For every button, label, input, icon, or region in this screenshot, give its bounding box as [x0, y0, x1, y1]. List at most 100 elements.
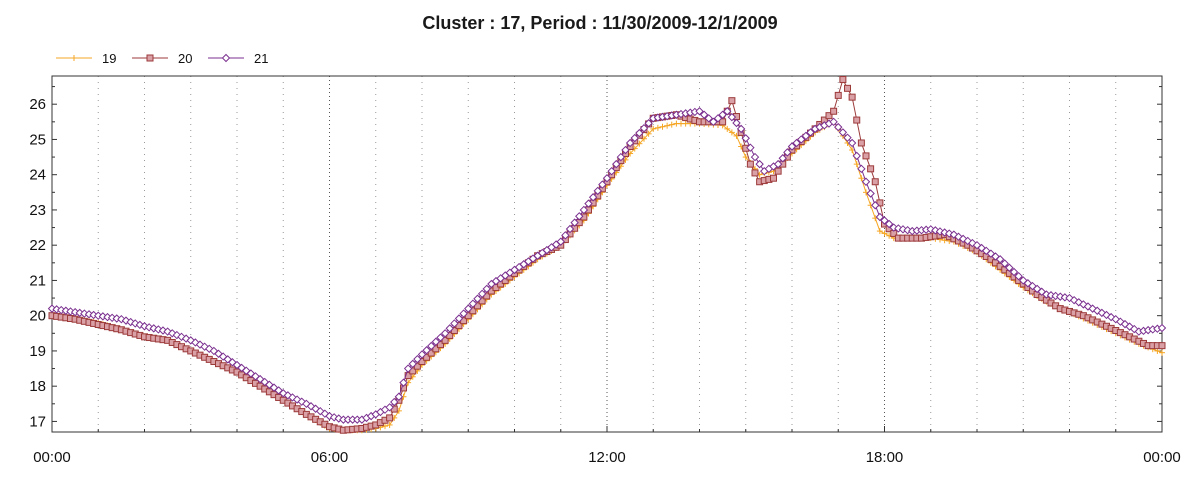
series-21-point — [644, 119, 653, 128]
series-21-point — [390, 397, 399, 407]
series-21-point — [450, 319, 459, 328]
series-21-point — [750, 152, 760, 162]
series-21-point — [621, 145, 630, 155]
series-21-point — [1000, 259, 1009, 268]
series-19-point — [650, 125, 657, 132]
series-19-point — [742, 154, 749, 161]
series-21-point — [468, 299, 478, 308]
legend-swatch-marker — [146, 54, 154, 62]
x-tick-label: 00:00 — [1143, 449, 1181, 466]
y-tick-label: 22 — [29, 237, 46, 254]
series-19-point — [386, 421, 393, 428]
series-19-point — [382, 423, 388, 430]
series-19-point — [659, 123, 666, 130]
series-21-point — [625, 138, 635, 148]
series-19-point — [1159, 349, 1165, 356]
series-21-point — [838, 128, 848, 137]
series-21-point — [556, 237, 565, 246]
series-19-point — [858, 175, 865, 182]
series-21-point — [565, 224, 575, 234]
series-21-point — [570, 218, 579, 227]
series-20-point — [830, 107, 838, 115]
series-21-point — [857, 164, 866, 174]
series-21-point — [1009, 267, 1019, 277]
series-21-point — [612, 159, 621, 169]
series-21-point — [723, 107, 732, 116]
series-21-point — [861, 177, 871, 186]
series-20-point — [746, 160, 754, 168]
series-21-point — [403, 364, 413, 373]
series-21-point — [695, 107, 704, 116]
series-21-point — [806, 128, 815, 137]
series-20-point — [867, 165, 875, 173]
series-21-point — [440, 329, 450, 338]
series-20-point — [839, 76, 847, 84]
series-19-point — [876, 228, 883, 235]
series-21-point — [783, 148, 792, 157]
grid-lines — [97, 76, 1117, 432]
series-21-point — [394, 392, 404, 401]
series-21-point — [584, 199, 593, 208]
series-21-point — [385, 403, 394, 412]
series-21-point — [718, 110, 727, 119]
series-21-point — [773, 159, 783, 169]
series-19-point — [724, 125, 731, 132]
legend-swatch-marker — [221, 53, 231, 63]
x-tick-label: 06:00 — [311, 449, 349, 466]
series-21-point — [755, 159, 764, 169]
series-21-point — [598, 180, 607, 189]
series-layer — [47, 76, 1167, 434]
series-21-point — [459, 309, 468, 318]
series-20-point — [770, 174, 777, 182]
series-21-point — [1157, 323, 1167, 333]
legend-label-19: 19 — [102, 51, 116, 66]
legend-label-21: 21 — [254, 51, 268, 66]
y-axis: 17 18 19 20 21 22 23 24 25 26 — [29, 86, 1162, 430]
series-19-point — [645, 130, 652, 137]
series-21-point — [445, 324, 454, 333]
series-21-point — [736, 124, 746, 134]
series-21-point — [454, 314, 464, 323]
series-19-point — [733, 132, 740, 139]
series-21-point — [482, 284, 491, 294]
series-20-point — [751, 169, 759, 177]
series-21-point — [639, 123, 649, 133]
series-19-point — [664, 122, 671, 129]
series-21-point — [778, 154, 787, 163]
y-tick-label: 25 — [29, 131, 46, 148]
y-tick-label: 17 — [29, 413, 46, 430]
legend-label-20: 20 — [178, 51, 192, 66]
series-20-point — [825, 112, 833, 120]
x-tick-label: 00:00 — [33, 449, 71, 466]
y-tick-label: 20 — [29, 308, 46, 325]
series-21-point — [1014, 271, 1023, 281]
series-21-point — [834, 122, 843, 132]
series-21-point — [593, 186, 602, 196]
series-19-point — [654, 124, 661, 131]
series-20-point — [386, 414, 394, 422]
series-20-point — [848, 93, 856, 101]
series-21-point — [635, 128, 644, 138]
legend-item-19: 19 — [56, 51, 116, 66]
series-21-point — [561, 231, 570, 240]
y-tick-label: 19 — [29, 343, 46, 360]
series-21-point — [746, 143, 755, 152]
series-21-point — [616, 152, 626, 162]
series-21-point — [843, 133, 852, 142]
series-21-point — [727, 112, 737, 122]
series-21-point — [579, 205, 589, 215]
series-21-point — [1005, 263, 1014, 272]
series-21-point — [399, 378, 408, 387]
series-19-point — [668, 121, 675, 128]
series-21-point — [588, 193, 598, 202]
series-21-point — [602, 174, 612, 183]
series-21-point — [477, 289, 487, 299]
series-19-point — [941, 237, 948, 244]
series-19-point — [881, 230, 888, 237]
series-20-point — [862, 152, 870, 160]
series-21-point — [797, 135, 806, 144]
series-21-point — [829, 117, 838, 127]
series-21-point — [704, 114, 713, 123]
x-tick-label: 18:00 — [866, 449, 904, 466]
